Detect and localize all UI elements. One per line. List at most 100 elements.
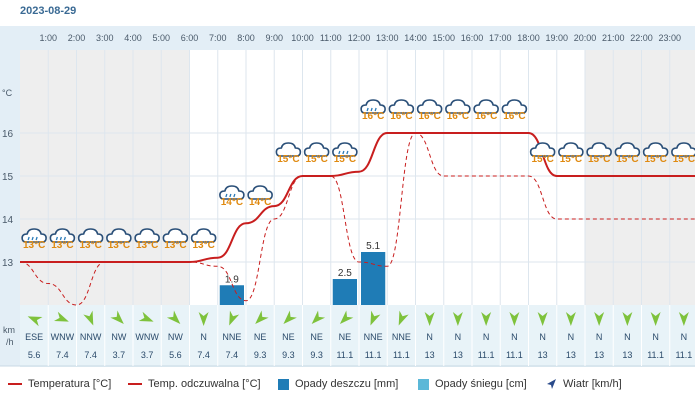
cloud-shape — [501, 99, 528, 114]
wind-direction-label: N — [568, 332, 575, 342]
wind-speed-label: 7.4 — [84, 350, 97, 360]
hour-label: 1:00 — [39, 33, 57, 43]
temperature-label: 16°C — [418, 111, 440, 122]
wind-direction-label: WNW — [51, 332, 75, 342]
wind-direction-label: NW — [168, 332, 183, 342]
hour-label: 13:00 — [376, 33, 399, 43]
cloud-icon — [106, 228, 132, 243]
rain-cloud-icon — [360, 99, 386, 114]
cloud-shape — [529, 142, 556, 157]
temperature-label: 15°C — [673, 154, 695, 165]
legend-label: Opady śniegu [cm] — [435, 378, 527, 390]
cloud-icon — [77, 228, 104, 243]
hour-label: 16:00 — [461, 33, 484, 43]
feels-like-line — [19, 132, 695, 306]
legend-rain-swatch — [278, 378, 289, 390]
temp-axis-unit: °C — [2, 88, 13, 98]
wind-speed-label: 9.3 — [282, 350, 295, 360]
hour-label: 10:00 — [291, 33, 314, 43]
wind-arrow-shape — [27, 316, 43, 327]
temperature-label: 16°C — [503, 111, 525, 122]
hour-label: 20:00 — [574, 33, 597, 43]
cloud-icon — [247, 185, 273, 200]
hour-label: 17:00 — [489, 33, 512, 43]
chart-legend: Temperatura [°C] Temp. odczuwalna [°C] O… — [0, 372, 695, 400]
legend-label: Wiatr [km/h] — [563, 378, 622, 390]
wind-arrow-shape — [398, 310, 409, 326]
wind-arrow-shape — [283, 310, 297, 324]
temperature-label: 13°C — [192, 240, 214, 251]
wind-direction-label: N — [652, 332, 659, 342]
weather-chart: 1:00 2:00 3:00 4:00 5:00 6:00 7:00 8:00 9:00 10:0… — [0, 26, 695, 367]
raindrop — [63, 236, 66, 241]
y-tick-label: 15 — [2, 172, 14, 183]
wind-speed-label: 3.7 — [141, 350, 154, 360]
wind-speed-label: 11.1 — [647, 350, 664, 360]
hour-labels: 1:00 2:00 3:00 4:00 5:00 6:00 7:00 8:00 9:00 10:0… — [39, 33, 681, 43]
wind-arrow-shape — [255, 310, 269, 324]
cloud-shape — [586, 142, 612, 157]
hour-label: 5:00 — [152, 33, 170, 43]
raindrop — [59, 236, 62, 241]
legend-rain: Opady deszczu [mm] — [278, 378, 398, 390]
wind-arrow-icon — [650, 312, 661, 326]
y-axis-column — [0, 26, 20, 366]
cloud-shape — [106, 228, 132, 243]
rain-bar — [361, 252, 386, 305]
raindrop — [233, 193, 236, 198]
temperature-label: 15°C — [616, 154, 638, 165]
cloud-icon — [388, 99, 415, 114]
wind-direction-label: N — [624, 332, 631, 342]
wind-arrow-shape — [622, 312, 633, 326]
wind-arrow-icon — [27, 316, 43, 327]
hour-label: 9:00 — [265, 33, 283, 43]
wind-axis-unit-h: /h — [6, 337, 14, 347]
rain-value-label: 2.5 — [338, 268, 352, 279]
wind-arrow-shape — [537, 312, 548, 326]
cloud-icon — [671, 142, 695, 157]
wind-speed-label: 3.7 — [113, 350, 126, 360]
wind-arrow-icon — [83, 310, 94, 326]
wind-speed-label: 9.3 — [254, 350, 267, 360]
wind-arrow-shape — [53, 311, 69, 322]
cloud-icon — [529, 142, 556, 157]
legend-label: Opady deszczu [mm] — [295, 378, 399, 390]
cloud-icon — [501, 99, 528, 114]
date-title: 2023-08-29 — [20, 5, 77, 17]
cloud-icon — [473, 99, 499, 114]
hour-label: 15:00 — [432, 33, 455, 43]
hour-label: 7:00 — [209, 33, 227, 43]
legend-temperature: Temperatura [°C] — [8, 378, 111, 390]
wind-arrow-icon — [370, 310, 381, 326]
temperature-label: 16°C — [362, 111, 384, 122]
wind-arrow-icon — [138, 311, 154, 322]
temperature-label: 13°C — [136, 240, 158, 251]
wind-arrow-icon — [678, 312, 689, 326]
cloud-icon — [162, 228, 189, 243]
hour-label: 11:00 — [320, 33, 342, 43]
wind-speed-label: 11.1 — [393, 350, 410, 360]
temperature-label: 15°C — [305, 154, 327, 165]
rain-cloud-icon — [21, 228, 47, 243]
cloud-shape — [77, 228, 104, 243]
temperature-label: 15°C — [334, 154, 356, 165]
wind-arrow-icon — [166, 310, 181, 324]
rain-cloud-icon — [49, 228, 76, 243]
wind-speed-label: 11.1 — [336, 350, 353, 360]
wind-arrow-shape — [424, 312, 435, 326]
cloud-shape — [416, 99, 443, 114]
wind-speed-label: 11.1 — [506, 350, 523, 360]
raindrop — [225, 193, 228, 198]
wind-arrow-shape — [481, 312, 492, 326]
y-axis-ticks: 13 14 15 16 — [2, 129, 14, 269]
temperature-label: 13°C — [23, 240, 45, 251]
cloud-shape — [671, 142, 695, 157]
cloud-shape — [162, 228, 189, 243]
hour-label: 12:00 — [348, 33, 371, 43]
hour-label: 8:00 — [237, 33, 255, 43]
wind-arrow-icon — [255, 310, 269, 324]
cloud-icon — [275, 142, 302, 157]
legend-label: Temp. odczuwalna [°C] — [148, 378, 261, 390]
cloud-icon — [586, 142, 612, 157]
wind-direction-label: N — [511, 332, 518, 342]
